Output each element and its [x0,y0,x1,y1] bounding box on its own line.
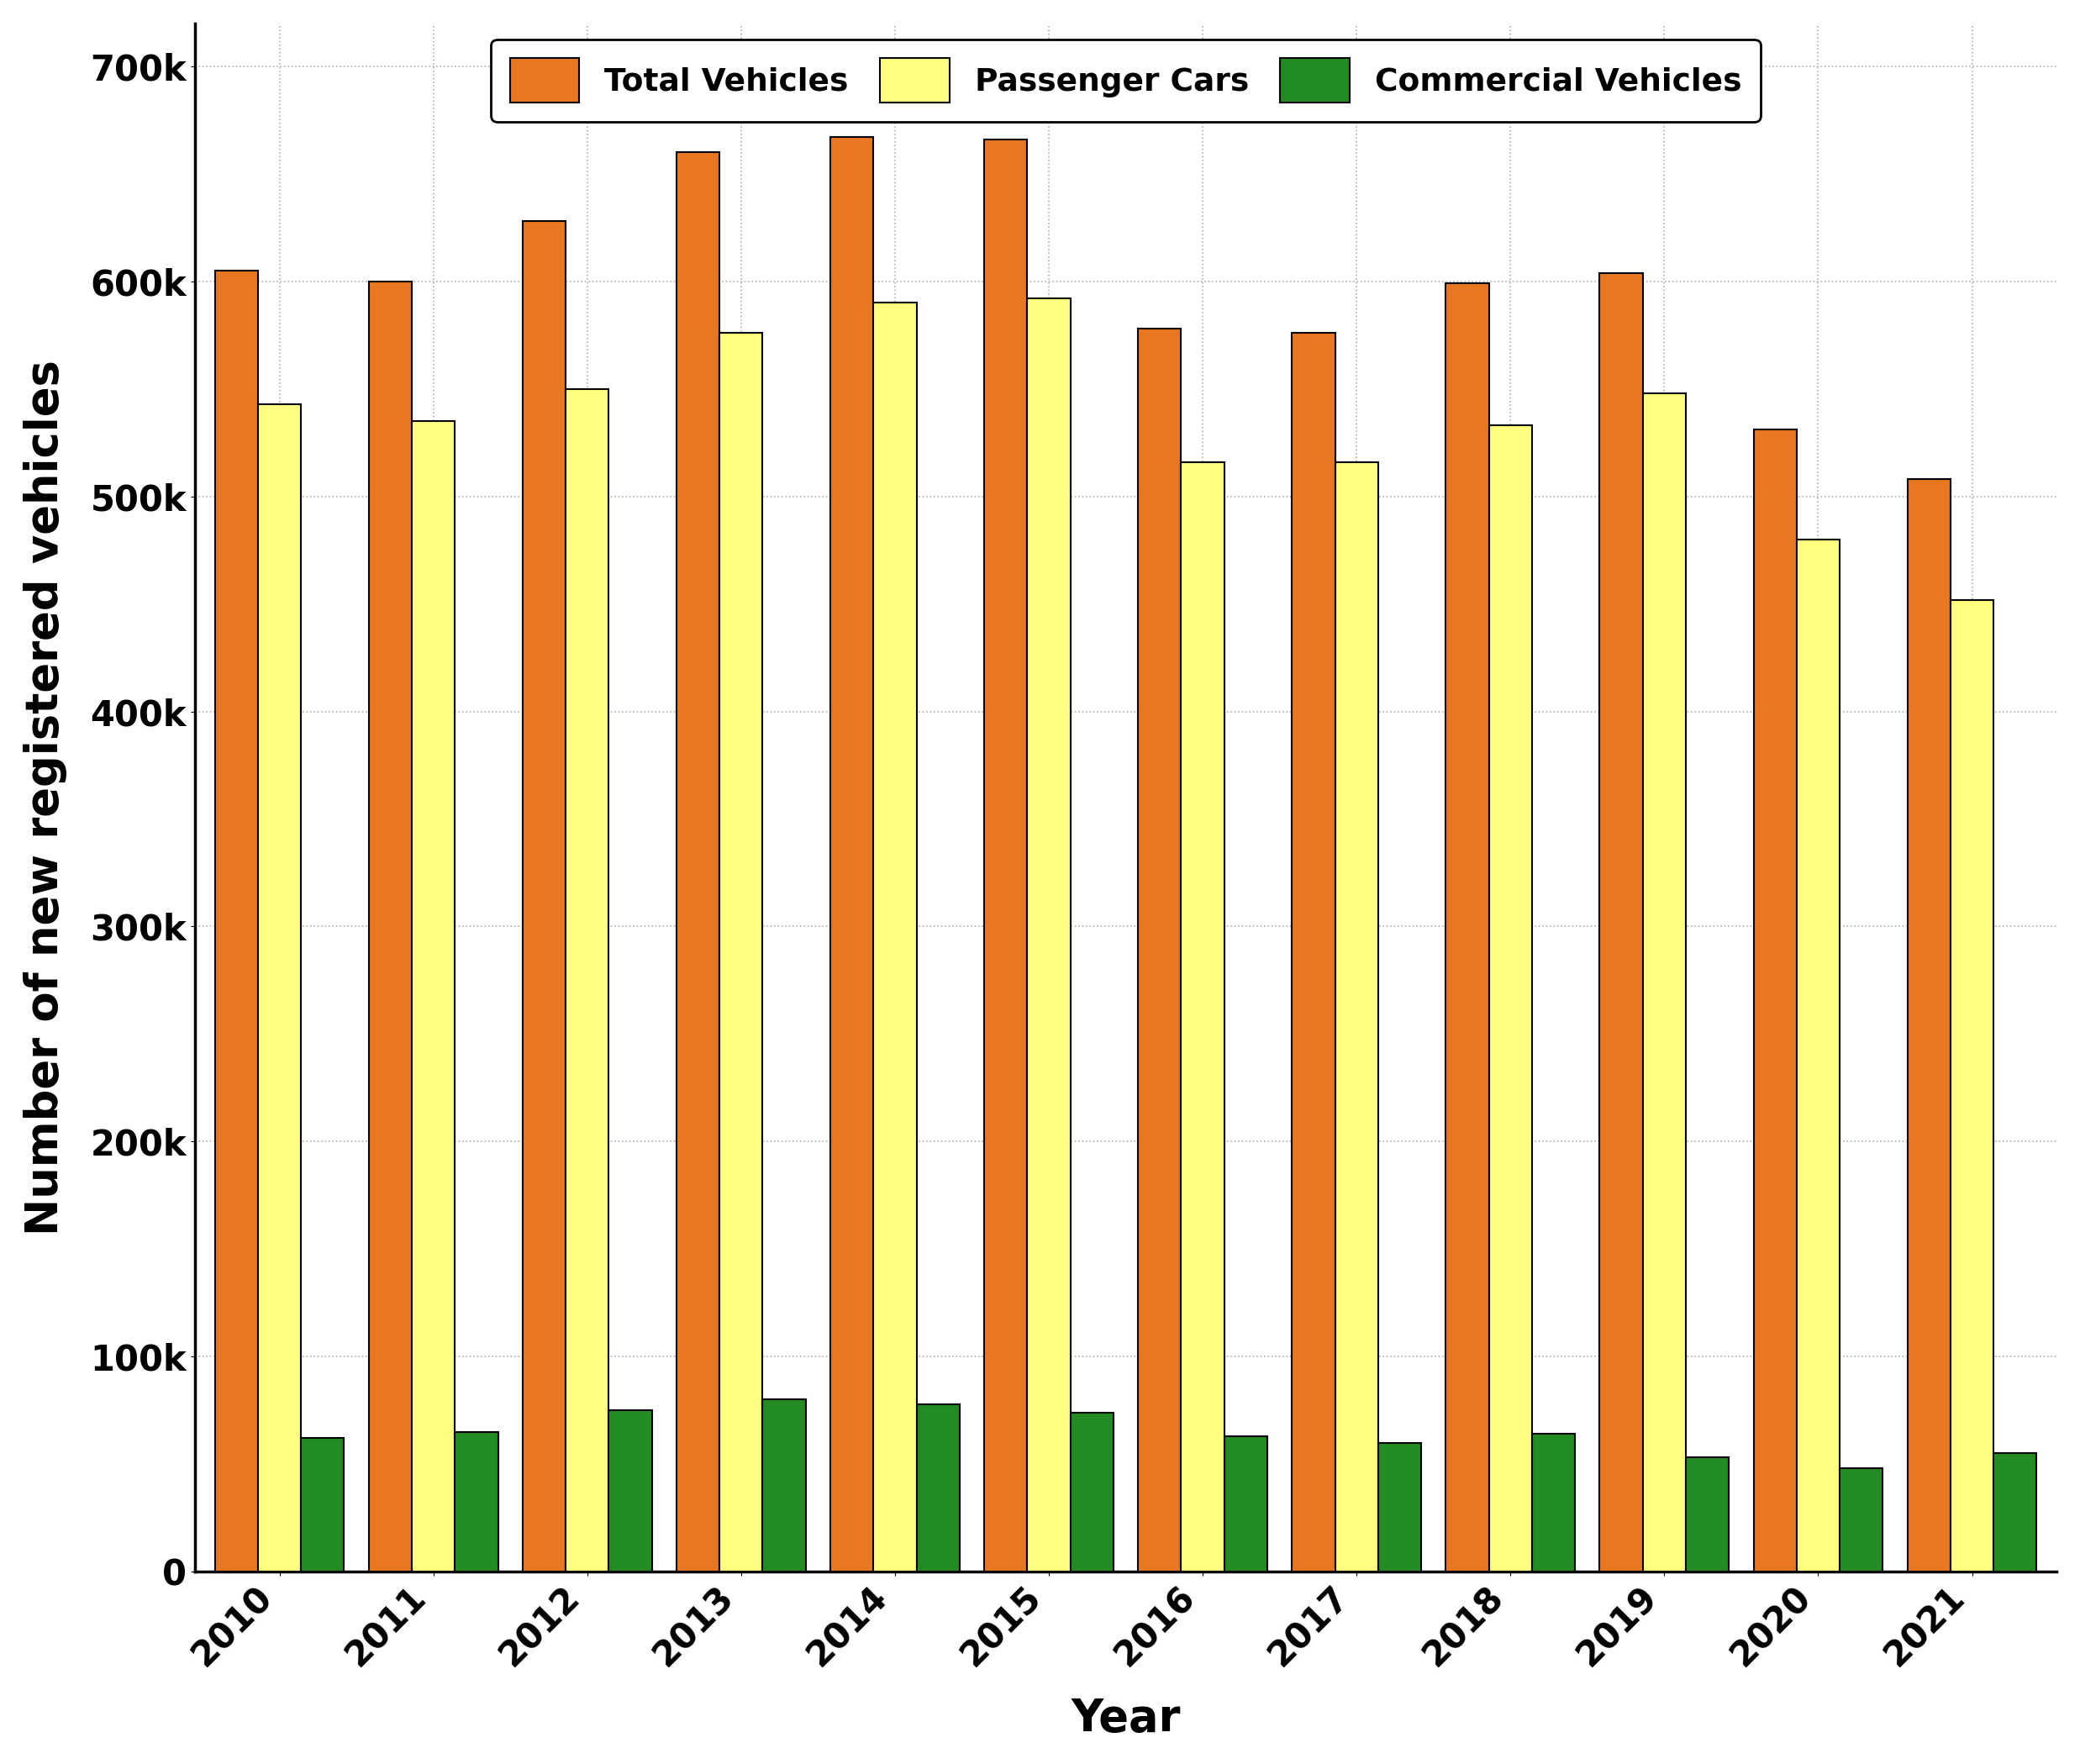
Bar [522,220,566,1572]
Bar [1071,1413,1113,1572]
Bar [1687,1457,1728,1572]
Bar [874,303,917,1572]
Bar [1797,540,1839,1572]
Bar [720,333,763,1572]
Bar [984,139,1028,1572]
Bar [1753,430,1797,1572]
Bar [1292,333,1335,1572]
Bar [1028,298,1071,1572]
Bar [1379,1443,1421,1572]
Bar [1839,1468,1882,1572]
Bar [1225,1436,1267,1572]
Bar [1181,462,1225,1572]
Bar [1951,600,1993,1572]
Bar [676,152,720,1572]
Bar [258,404,302,1572]
Bar [412,422,456,1572]
Bar [1993,1454,2036,1572]
Bar [456,1432,497,1572]
Bar [1533,1434,1575,1572]
Bar [1907,480,1951,1572]
Legend: Total Vehicles, Passenger Cars, Commercial Vehicles: Total Vehicles, Passenger Cars, Commerci… [491,39,1760,122]
Bar [566,388,609,1572]
Bar [1489,425,1533,1572]
Bar [917,1404,959,1572]
Bar [214,270,258,1572]
Bar [1335,462,1379,1572]
Bar [302,1438,343,1572]
Bar [609,1411,651,1572]
Bar [1138,328,1181,1572]
Bar [1600,273,1643,1572]
Bar [763,1399,805,1572]
Bar [1643,393,1687,1572]
Bar [830,138,874,1572]
Bar [1446,284,1489,1572]
Y-axis label: Number of new registered vehicles: Number of new registered vehicles [23,360,67,1235]
Bar [368,282,412,1572]
X-axis label: Year: Year [1071,1697,1181,1741]
